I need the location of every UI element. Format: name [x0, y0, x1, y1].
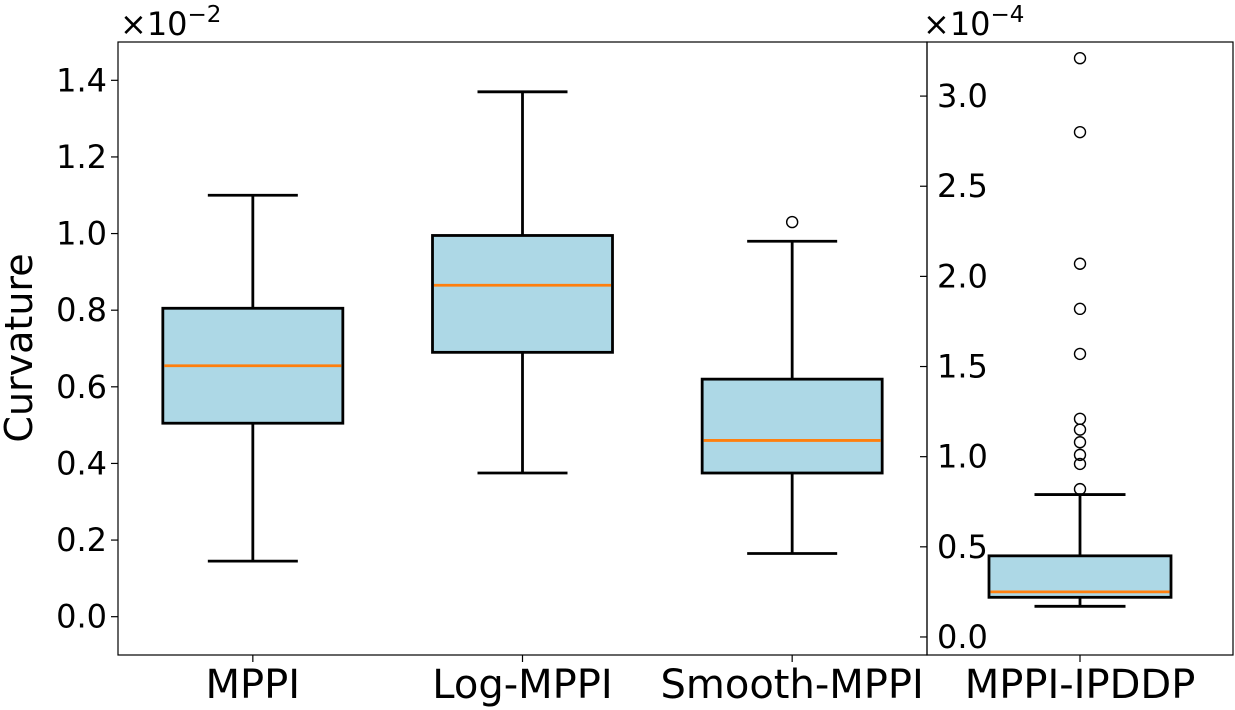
y-tick-label: 1.5 [937, 348, 988, 386]
left-x-axis-labels: MPPI Log-MPPI Smooth-MPPI [206, 655, 924, 708]
y-tick-label: 1.4 [56, 61, 107, 99]
x-tick-label: MPPI [206, 662, 301, 708]
outlier-point [1073, 347, 1087, 361]
left-scale-label: ×10−2 [120, 2, 221, 43]
outlier-point [1073, 423, 1087, 436]
box-mppi-ipddp [987, 52, 1173, 608]
y-tick-label: 0.0 [937, 618, 988, 656]
right-scale-label: ×10−4 [923, 2, 1024, 43]
y-tick-label: 0.4 [56, 444, 107, 482]
outlier-point [1073, 52, 1087, 65]
outlier-point [1073, 125, 1087, 139]
interquartile-box [987, 554, 1173, 599]
y-tick-label: 1.2 [56, 138, 107, 176]
outlier-point [1073, 482, 1087, 496]
y-tick-label: 0.8 [56, 291, 107, 329]
y-tick-label: 1.0 [56, 215, 107, 253]
y-tick-label: 1.0 [937, 438, 988, 476]
y-tick-label: 0.6 [56, 368, 107, 406]
box-smooth-mppi [700, 215, 884, 555]
y-tick-label: 3.0 [937, 77, 988, 115]
outlier-point [1073, 412, 1087, 426]
left-panel: 0.0 0.2 0.4 0.6 0.8 1.0 1.2 1.4 MPPI Log-MPPI Smo… [0, 2, 928, 708]
outlier-point [1073, 448, 1087, 462]
right-panel: 0.0 0.5 1.0 1.5 2.0 2.5 3.0 MPPI-IPDDP ×10−4 [920, 2, 1234, 708]
left-boxes [161, 90, 884, 563]
interquartile-box [700, 377, 884, 475]
outlier-point [785, 215, 799, 229]
y-tick-label: 0.2 [56, 521, 107, 559]
interquartile-box [431, 234, 614, 354]
outlier-point [1073, 457, 1087, 471]
right-boxes [987, 52, 1173, 608]
outlier-point [1073, 302, 1087, 316]
box-log-mppi [431, 90, 614, 475]
x-tick-label: MPPI-IPDDP [965, 662, 1196, 708]
y-tick-label: 2.0 [937, 257, 988, 295]
left-y-axis-ticks: 0.0 0.2 0.4 0.6 0.8 1.0 1.2 1.4 [56, 61, 118, 636]
outlier-point [1073, 436, 1087, 449]
right-y-axis-ticks: 0.0 0.5 1.0 1.5 2.0 2.5 3.0 [920, 77, 988, 656]
x-tick-label: Smooth-MPPI [661, 662, 924, 708]
x-tick-label: Log-MPPI [432, 662, 612, 708]
y-tick-label: 2.5 [937, 167, 988, 205]
y-axis-label: Curvature [0, 253, 41, 442]
outlier-point [1073, 257, 1087, 270]
box-mppi [161, 193, 345, 563]
right-x-axis-labels: MPPI-IPDDP [965, 655, 1196, 708]
y-tick-label: 0.5 [937, 528, 988, 566]
y-tick-label: 0.0 [56, 598, 107, 636]
